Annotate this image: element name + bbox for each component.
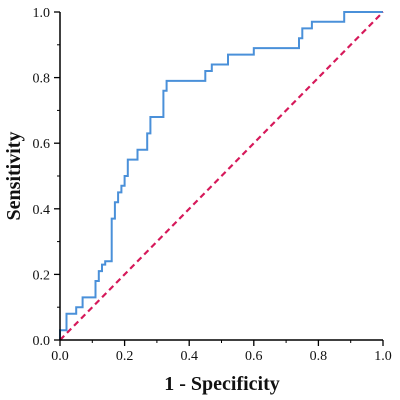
axes: 0.0 0.2 0.4 0.6 0.8 1.0 0.0 0.2 0.4 0.6 0.8 1.0 (33, 6, 392, 364)
y-tick-label: 0.8 (33, 72, 51, 87)
x-tick-label: 1.0 (374, 349, 392, 364)
x-tick-label: 0.4 (180, 349, 198, 364)
x-tick-label: 0.8 (310, 349, 328, 364)
y-tick-label: 0.2 (33, 268, 51, 283)
x-tick-label: 0.6 (245, 349, 263, 364)
y-tick-label: 1.0 (33, 6, 51, 21)
y-axis-label: Sensitivity (3, 132, 25, 221)
roc-curve-line (59, 11, 383, 340)
y-tick-label: 0.6 (33, 137, 51, 152)
y-tick-label: 0.0 (33, 334, 51, 349)
x-axis-label: 1 - Specificity (164, 373, 280, 395)
x-tick-label: 0.0 (51, 349, 69, 364)
reference-diagonal-line (59, 11, 384, 341)
y-tick-label: 0.4 (33, 203, 51, 218)
x-tick-label: 0.2 (116, 349, 134, 364)
plot-area (59, 11, 384, 341)
